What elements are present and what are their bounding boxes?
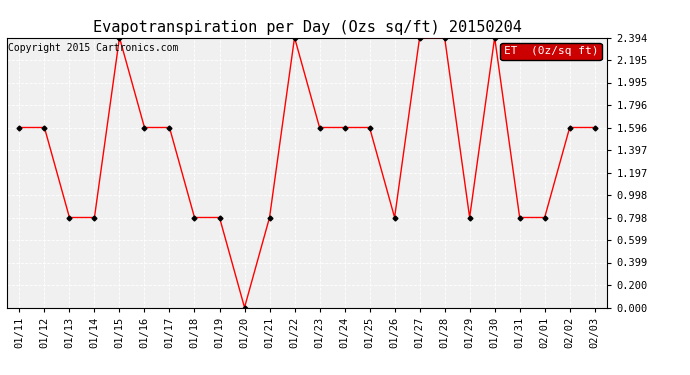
Legend: ET  (0z/sq ft): ET (0z/sq ft) bbox=[500, 43, 602, 60]
Text: Copyright 2015 Cartronics.com: Copyright 2015 Cartronics.com bbox=[8, 43, 179, 53]
Title: Evapotranspiration per Day (Ozs sq/ft) 20150204: Evapotranspiration per Day (Ozs sq/ft) 2… bbox=[92, 20, 522, 35]
